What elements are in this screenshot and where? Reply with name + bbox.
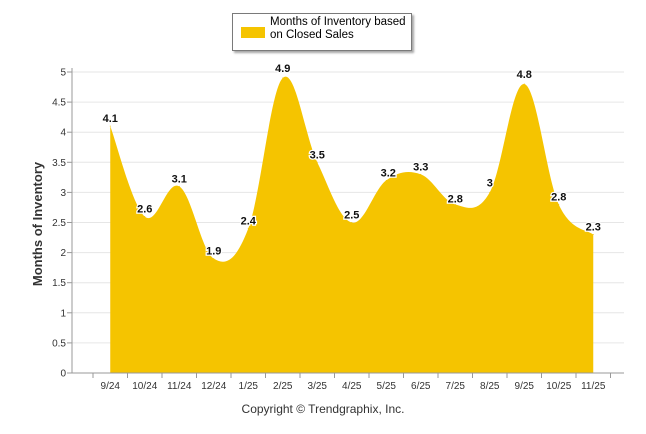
data-label: 3.2	[381, 167, 396, 179]
data-label: 2.5	[344, 210, 359, 222]
data-point	[558, 203, 560, 205]
data-point	[523, 83, 525, 85]
data-point	[144, 215, 146, 217]
x-tick-label: 8/25	[480, 381, 500, 392]
data-point	[178, 185, 180, 187]
x-axis: 9/24 10/24 11/24 12/24 1/25 2/25 3/25 4/25 5/25 6…	[72, 372, 624, 392]
x-tick-label: 5/25	[377, 381, 397, 392]
data-point	[385, 179, 387, 181]
x-tick-label: 1/25	[239, 381, 259, 392]
legend-label-line2: on Closed Sales	[270, 29, 354, 41]
x-tick-label: 4/25	[342, 381, 362, 392]
y-tick-label: 3	[60, 188, 66, 199]
x-tick-label: 3/25	[308, 381, 328, 392]
data-point	[247, 228, 249, 230]
x-tick-label: 9/25	[515, 381, 535, 392]
x-tick-label: 11/24	[167, 381, 192, 392]
data-label: 2.6	[137, 203, 152, 215]
data-label: 2.3	[586, 222, 601, 234]
y-tick-label: 4.5	[52, 98, 66, 109]
y-tick-label: 3.5	[52, 158, 66, 169]
y-tick-label: 0.5	[52, 338, 66, 349]
data-label: 3	[487, 177, 493, 189]
data-point	[489, 191, 491, 193]
data-point	[282, 77, 284, 79]
data-label: 3.3	[413, 161, 428, 173]
area-series	[109, 76, 594, 374]
y-tick-label: 5	[60, 68, 66, 79]
y-tick-label: 2.5	[52, 218, 66, 229]
data-label: 4.9	[275, 63, 290, 75]
y-axis-title: Months of Inventory	[30, 161, 45, 286]
x-tick-label: 2/25	[273, 381, 293, 392]
data-label: 3.5	[310, 149, 325, 161]
data-point	[351, 222, 353, 223]
x-tick-label: 10/25	[546, 381, 571, 392]
y-tick-label: 1	[60, 308, 66, 319]
x-tick-label: 9/24	[101, 381, 121, 392]
x-tick-label: 11/25	[581, 381, 606, 392]
data-label: 4.1	[103, 113, 118, 125]
data-labels: 4.1 2.6 3.1 1.9 2.4 4.9 3.5 2.5 3.2 3.3 2.8 3 4.8 2.8…	[101, 62, 602, 259]
y-tick-label: 1.5	[52, 278, 66, 289]
copyright-text: Copyright © Trendgraphix, Inc.	[241, 402, 405, 416]
area-fill	[110, 76, 594, 374]
data-point	[109, 125, 111, 127]
y-tick-label: 0	[60, 369, 66, 380]
legend-swatch	[241, 27, 265, 38]
y-tick-label: 2	[60, 248, 66, 259]
x-tick-label: 12/24	[201, 381, 226, 392]
legend-label-line1: Months of Inventory based	[270, 16, 406, 28]
data-label: 4.8	[517, 69, 532, 81]
data-label: 1.9	[206, 246, 221, 258]
data-label: 2.4	[241, 216, 257, 228]
data-point	[213, 258, 215, 260]
y-tick-label: 4	[60, 128, 66, 139]
data-label: 3.1	[172, 173, 187, 185]
y-axis: 0 0.5 1 1.5 2 2.5 3 3.5 4 4.5 5	[52, 68, 73, 380]
chart-legend: Months of Inventory based on Closed Sale…	[232, 13, 412, 51]
x-tick-label: 6/25	[411, 381, 431, 392]
x-tick-label: 10/24	[132, 381, 157, 392]
data-label: 2.8	[551, 191, 566, 203]
x-tick-label: 7/25	[446, 381, 466, 392]
data-point	[316, 161, 318, 163]
data-label: 2.8	[448, 193, 463, 205]
data-point	[454, 203, 456, 205]
legend-label: Months of Inventory based on Closed Sale…	[270, 16, 410, 42]
data-point	[420, 173, 422, 175]
data-point	[592, 234, 594, 236]
